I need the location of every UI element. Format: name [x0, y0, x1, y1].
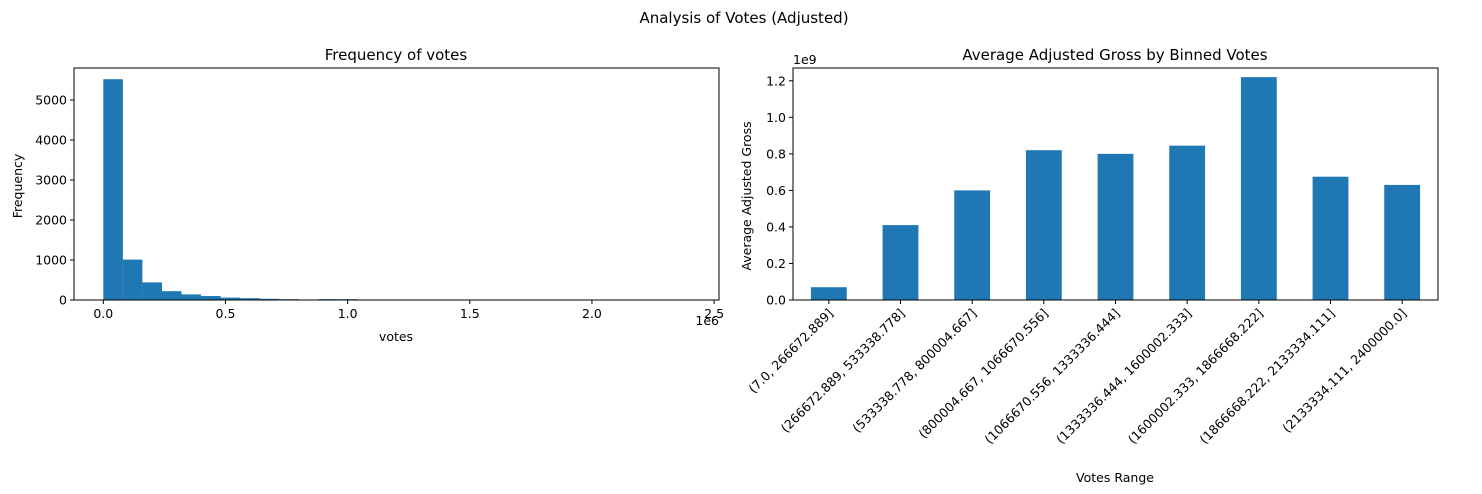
histogram-bars [103, 79, 690, 300]
histogram-bar [161, 291, 182, 300]
histogram-x-tick-label: 0.0 [93, 306, 113, 321]
bar-chart-title: Average Adjusted Gross by Binned Votes [962, 46, 1267, 64]
histogram-bar [122, 259, 143, 300]
bar-chart-bar [1384, 184, 1421, 300]
bar-chart-bar [1312, 176, 1349, 300]
histogram-bar [240, 298, 260, 300]
bar-chart-bars [810, 77, 1421, 301]
histogram-y-tick-label: 2000 [35, 213, 67, 228]
bar-chart-y-tick-label: 0.8 [766, 146, 786, 161]
bar-chart-x-tick-label: (533338.778, 800004.667] [849, 306, 979, 436]
figure-suptitle: Analysis of Votes (Adjusted) [639, 9, 848, 27]
bar-chart-axes-frame [792, 67, 1439, 301]
bar-chart-y-tick-label: 0.0 [766, 293, 786, 308]
bar-chart-bar [1169, 145, 1206, 300]
bar-chart-panel: Average Adjusted Gross by Binned Votes A… [739, 46, 1439, 485]
histogram-y-ticks: 0 1000 2000 3000 4000 5000 [35, 93, 74, 308]
bar-chart-xlabel: Votes Range [1076, 470, 1154, 485]
bar-chart-bar [810, 287, 847, 300]
histogram-bar [201, 296, 221, 300]
bar-chart-y-offset: 1e9 [793, 52, 817, 67]
bar-chart-bar [1025, 150, 1062, 300]
bar-chart-x-tick-label: (266672.889, 533338.778] [778, 306, 908, 436]
histogram-y-tick-label: 3000 [35, 173, 67, 188]
histogram-x-ticks: 0.0 0.5 1.0 1.5 2.0 2.5 [93, 300, 724, 321]
histogram-x-tick-label: 0.5 [216, 306, 236, 321]
histogram-axes-frame [73, 67, 720, 301]
bar-chart-x-tick-label: (800004.667, 1066670.556] [915, 306, 1051, 442]
bar-chart-x-tick-label: (1066670.556, 1333336.444] [981, 306, 1122, 447]
bar-chart-x-tick-label: (1600002.333, 1866668.222] [1125, 306, 1266, 447]
bar-chart-y-tick-label: 0.4 [766, 219, 786, 234]
histogram-panel: Frequency of votes Frequency votes 1e6 0… [10, 46, 724, 344]
bar-chart-bar [882, 225, 919, 300]
histogram-y-tick-label: 5000 [35, 93, 67, 108]
bar-chart-y-tick-label: 0.6 [766, 183, 786, 198]
histogram-y-tick-label: 1000 [35, 253, 67, 268]
bar-chart-x-tick-label: (2133334.111, 2400000.0] [1279, 306, 1409, 436]
bar-chart-y-tick-label: 1.2 [766, 73, 786, 88]
bar-chart-y-tick-label: 1.0 [766, 110, 786, 125]
histogram-x-tick-label: 1.5 [460, 306, 480, 321]
histogram-bar [103, 79, 123, 300]
histogram-x-tick-label: 2.0 [582, 306, 602, 321]
histogram-x-offset: 1e6 [695, 313, 719, 328]
histogram-bar [259, 298, 280, 300]
bar-chart-ylabel: Average Adjusted Gross [739, 121, 754, 270]
histogram-bar [142, 282, 162, 300]
histogram-y-tick-label: 0 [59, 293, 67, 308]
histogram-bar [181, 294, 202, 300]
histogram-x-tick-label: 1.0 [338, 306, 358, 321]
bar-chart-y-tick-label: 0.2 [766, 256, 786, 271]
bar-chart-bar [1097, 153, 1134, 300]
bar-chart-bar [954, 190, 991, 300]
bar-chart-x-ticks: (7.0, 266672.889](266672.889, 533338.778… [745, 300, 1409, 447]
histogram-title: Frequency of votes [325, 46, 468, 64]
bar-chart-x-tick-label: (1333336.444, 1600002.333] [1053, 306, 1194, 447]
histogram-xlabel: votes [379, 329, 413, 344]
bar-chart-x-tick-label: (1866668.222, 2133334.111] [1196, 306, 1337, 447]
histogram-x-tick-label: 2.5 [704, 306, 724, 321]
histogram-y-tick-label: 4000 [35, 133, 67, 148]
bar-chart-y-ticks: 0.0 0.2 0.4 0.6 0.8 1.0 1.2 [766, 73, 793, 308]
histogram-bar [220, 297, 241, 300]
histogram-ylabel: Frequency [10, 153, 25, 218]
bar-chart-bar [1240, 77, 1277, 301]
